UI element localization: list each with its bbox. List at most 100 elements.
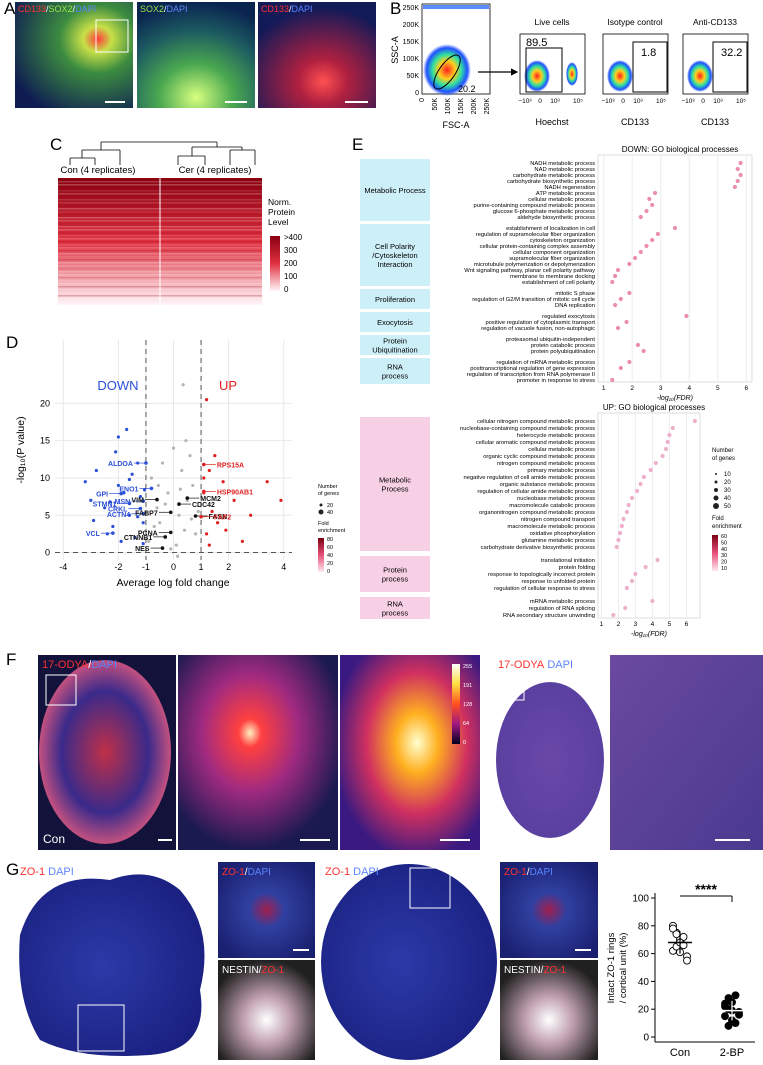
go-dot bbox=[615, 325, 621, 331]
point bbox=[180, 468, 184, 473]
go-term: mRNA metabolic process bbox=[530, 599, 595, 605]
data-point bbox=[669, 924, 677, 933]
go-dot bbox=[684, 313, 689, 319]
go-term: microtubule polymerization or depolymeri… bbox=[474, 262, 595, 268]
label-part: / bbox=[88, 659, 92, 671]
point bbox=[116, 435, 120, 439]
label-part: ZO-1 bbox=[543, 965, 566, 976]
point bbox=[149, 476, 154, 480]
panel-letter: F bbox=[6, 650, 16, 669]
micrograph bbox=[218, 960, 315, 1060]
legend-title: Norm. bbox=[268, 197, 291, 207]
gene-label: MCM2 bbox=[200, 496, 221, 503]
x-tick-label: 4 bbox=[651, 621, 655, 628]
go-dot bbox=[629, 578, 635, 584]
x-tick-label: 5 bbox=[716, 385, 720, 392]
go-term: nitrogen compound transport bbox=[521, 517, 596, 523]
go-term: Wnt signaling pathway, planar cell polar… bbox=[464, 268, 595, 274]
go-term: RNA secondary structure unwinding bbox=[503, 613, 595, 619]
data-point bbox=[721, 1012, 729, 1021]
condition-label: Con bbox=[20, 1043, 42, 1057]
y-tick-label: 0 bbox=[415, 90, 419, 97]
point bbox=[108, 500, 112, 504]
x-axis-label: CD133 bbox=[701, 117, 729, 127]
point bbox=[133, 536, 137, 540]
x-tick-label: 50K bbox=[432, 98, 439, 111]
go-dot bbox=[738, 160, 743, 166]
x-axis-label: Average log fold change bbox=[116, 577, 229, 589]
gate bbox=[712, 41, 748, 93]
legend-title: Fold bbox=[318, 521, 329, 527]
plot-title: Anti-CD133 bbox=[693, 17, 737, 27]
y-tick-label: 150K bbox=[403, 39, 420, 46]
go-term: protein polyubiquitination bbox=[531, 349, 595, 355]
legend-title: Number bbox=[318, 484, 338, 490]
legend-label: 30 bbox=[721, 553, 727, 559]
go-dot bbox=[644, 243, 649, 249]
y-tick-label: 250K bbox=[403, 5, 420, 12]
label-part: SOX2 bbox=[49, 4, 73, 14]
gene-label: VIM bbox=[132, 498, 145, 505]
flow-density bbox=[423, 5, 489, 9]
go-term: protein catabolic process bbox=[531, 343, 595, 349]
point bbox=[94, 468, 98, 473]
legend-label: 80 bbox=[327, 537, 333, 543]
legend-size bbox=[318, 509, 324, 515]
gate bbox=[433, 54, 461, 90]
legend-label: 60 bbox=[721, 534, 727, 540]
go-dot bbox=[638, 214, 643, 220]
legend-title: of genes bbox=[712, 456, 735, 462]
x-tick-label: 2 bbox=[226, 562, 231, 572]
panel-letter: B bbox=[390, 0, 401, 18]
go-term: cellular aromatic compound metabolic pro… bbox=[476, 440, 595, 446]
category-label: Process bbox=[381, 485, 408, 494]
gene-label: HSP90AB1 bbox=[217, 489, 253, 496]
organoid bbox=[321, 864, 497, 1060]
point bbox=[207, 543, 211, 547]
intensity-colorbar bbox=[452, 664, 460, 744]
x-tick-label: 2 bbox=[617, 621, 621, 628]
x-tick-label: 1 bbox=[602, 385, 606, 392]
point bbox=[127, 513, 132, 517]
go-term: macromolecule metabolic process bbox=[507, 524, 595, 530]
gene-label: FAF2 bbox=[214, 515, 231, 522]
point bbox=[136, 515, 140, 519]
inset-box bbox=[45, 674, 77, 706]
go-term: regulation of mRNA metabolic process bbox=[496, 360, 595, 366]
data-point bbox=[735, 1010, 743, 1019]
gate-value: 20.2 bbox=[458, 84, 476, 94]
x-axis-label: CD133 bbox=[621, 117, 649, 127]
y-tick-label: 15 bbox=[40, 436, 50, 446]
go-dot bbox=[641, 474, 647, 480]
go-term: oxidative phosphorylation bbox=[530, 531, 595, 537]
label-part: DAPI bbox=[530, 867, 553, 878]
label-part: / bbox=[46, 4, 49, 14]
go-term: response to topologically incorrect prot… bbox=[488, 572, 595, 578]
legend-title: enrichment bbox=[318, 528, 346, 534]
y-tick-label: 40 bbox=[638, 977, 650, 988]
y-axis-label: / cortical unit (%) bbox=[618, 933, 629, 1004]
image-label: ZO-1/DAPI bbox=[222, 867, 271, 878]
x-tick-label: 0 bbox=[538, 98, 542, 105]
go-term: membrane to membrane docking bbox=[510, 274, 595, 280]
go-term: translational initiation bbox=[541, 558, 595, 564]
panel-letter: D bbox=[6, 333, 18, 352]
image-label: NESTIN/ZO-1 bbox=[222, 965, 285, 976]
x-tick-label: −10³ bbox=[518, 98, 532, 105]
y-tick-label: 100K bbox=[403, 56, 420, 63]
y-tick-label: 60 bbox=[638, 949, 650, 960]
plot-title: Isotype control bbox=[607, 17, 662, 27]
panel-letter: C bbox=[50, 135, 62, 154]
label-part: / bbox=[527, 867, 530, 878]
panel-letter: G bbox=[6, 860, 19, 879]
legend-tick-label: 0 bbox=[284, 285, 289, 294]
legend-label: 10 bbox=[721, 566, 727, 572]
label-part: CD133 bbox=[261, 4, 289, 14]
legend-size bbox=[714, 488, 718, 492]
go-term: organic substance metabolic process bbox=[500, 482, 595, 488]
image-label: 17-ODYA/DAPI bbox=[42, 659, 117, 671]
point bbox=[249, 513, 253, 517]
plot-title: UP: GO biological processes bbox=[603, 403, 705, 412]
data-point bbox=[731, 991, 740, 1000]
